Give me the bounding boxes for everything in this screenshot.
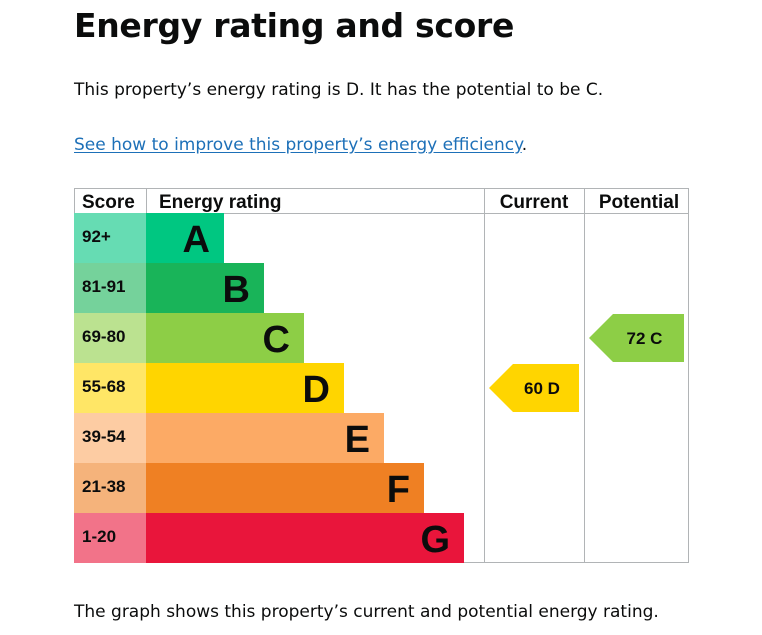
page-title: Energy rating and score	[74, 6, 515, 45]
score-range-a: 92+	[82, 227, 111, 246]
chart-caption: The graph shows this property’s current …	[74, 602, 659, 622]
rating-summary: This property’s energy rating is D. It h…	[74, 80, 604, 100]
score-cell-e	[74, 413, 146, 463]
improve-efficiency-link[interactable]: See how to improve this property’s energ…	[74, 135, 522, 155]
band-letter-f: F	[387, 469, 410, 511]
band-bar-g	[146, 513, 464, 563]
band-bar-d	[146, 363, 344, 413]
band-letter-a: A	[183, 219, 210, 261]
band-bar-e	[146, 413, 384, 463]
band-letter-g: G	[420, 519, 450, 561]
band-letter-d: D	[303, 369, 330, 411]
header-score: Score	[82, 192, 135, 213]
current-arrow	[489, 364, 579, 412]
header-potential: Potential	[599, 192, 679, 213]
score-cell-c	[74, 313, 146, 363]
link-suffix: .	[521, 135, 528, 155]
score-cell-d	[74, 363, 146, 413]
improve-link-line: See how to improve this property’s energ…	[74, 135, 527, 155]
score-cell-a	[74, 213, 146, 263]
score-cell-f	[74, 463, 146, 513]
score-cell-b	[74, 263, 146, 313]
header-energy-rating: Energy rating	[159, 192, 281, 213]
score-range-c: 69-80	[82, 327, 125, 346]
potential-rating-label: 72 C	[627, 329, 663, 348]
chart-bands: 92+ A 81-91 B 69-80 C 55-68 D 39-54 E 21-38 F 1-20 G	[74, 213, 464, 563]
band-bar-f	[146, 463, 424, 513]
score-range-f: 21-38	[82, 477, 125, 496]
header-current: Current	[500, 192, 569, 213]
band-bar-c	[146, 313, 304, 363]
score-range-b: 81-91	[82, 277, 125, 296]
score-range-e: 39-54	[82, 427, 126, 446]
band-letter-e: E	[345, 419, 370, 461]
score-cell-g	[74, 513, 146, 563]
band-letter-c: C	[263, 319, 290, 361]
potential-arrow	[589, 314, 684, 362]
current-rating-label: 60 D	[524, 379, 560, 398]
score-range-g: 1-20	[82, 527, 116, 546]
chart-arrows: 60 D 72 C	[489, 314, 684, 412]
band-letter-b: B	[223, 269, 250, 311]
band-bar-b	[146, 263, 264, 313]
score-range-d: 55-68	[82, 377, 125, 396]
band-bar-a	[146, 213, 224, 263]
